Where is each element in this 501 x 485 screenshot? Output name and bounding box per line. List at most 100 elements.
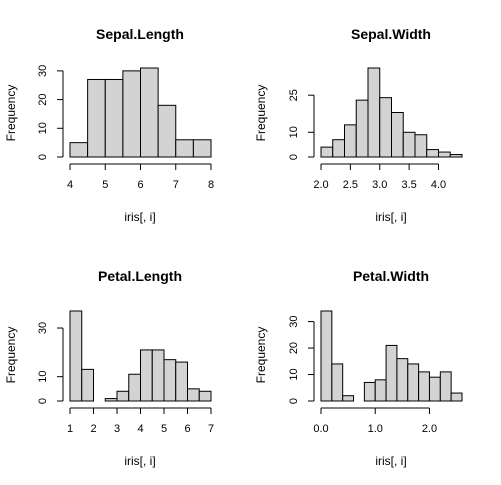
x-tick-label: 8	[208, 179, 214, 191]
histogram-bar	[367, 67, 381, 158]
histogram-bar	[428, 376, 441, 402]
bars	[69, 67, 212, 158]
x-tick-label: 1.0	[368, 423, 383, 435]
y-axis-label: Frequency	[4, 85, 18, 142]
histogram-bar	[414, 134, 428, 158]
x-tick-label: 4	[67, 179, 73, 191]
x-tick-label: 7	[208, 423, 214, 435]
x-tick-label: 4.0	[431, 179, 446, 191]
histogram-bar	[116, 390, 130, 402]
histogram-bar	[87, 78, 106, 158]
x-axis-label: iris[, i]	[124, 454, 155, 468]
x-tick-label: 3	[114, 423, 120, 435]
histogram-bar	[163, 359, 177, 402]
y-tick-label: 10	[37, 122, 49, 134]
histogram-bar	[439, 371, 452, 402]
y-axis-label: Frequency	[4, 327, 18, 384]
histogram-bar	[140, 67, 159, 158]
y-tick-label: 30	[37, 322, 49, 334]
y-axis: 0 10 20 30	[37, 65, 64, 160]
histogram-bar	[151, 349, 165, 402]
histogram-bar	[192, 139, 212, 158]
chart-title: Petal.Width	[353, 268, 429, 284]
histogram-bar	[355, 99, 369, 158]
histogram-bar	[187, 388, 200, 402]
y-tick-label: 0	[37, 398, 49, 404]
bars	[320, 310, 463, 402]
histogram-bar	[69, 310, 83, 402]
histogram-bar	[407, 363, 420, 402]
histogram-bar	[344, 124, 357, 158]
histogram-bar	[402, 131, 416, 158]
y-tick-label: 10	[37, 371, 49, 383]
x-tick-label: 2.5	[343, 179, 358, 191]
histogram-bar	[331, 363, 344, 402]
y-tick-label: 20	[288, 342, 300, 354]
x-tick-label: 2	[90, 423, 96, 435]
x-tick-label: 5	[102, 179, 108, 191]
histogram-bar	[385, 344, 398, 402]
x-tick-label: 3.0	[372, 179, 387, 191]
y-axis: 0 10 20 30	[288, 315, 315, 404]
x-axis-label: iris[, i]	[375, 210, 406, 224]
y-tick-label: 10	[288, 368, 300, 380]
y-tick-label: 30	[37, 65, 49, 77]
histogram-bar	[379, 97, 392, 158]
bars	[320, 67, 463, 158]
histogram-bar	[450, 392, 463, 402]
y-tick-label: 0	[288, 154, 300, 160]
histogram-bar	[320, 146, 334, 158]
x-tick-label: 2.0	[313, 179, 328, 191]
x-tick-label: 6	[184, 423, 190, 435]
histogram-bar	[438, 151, 451, 158]
x-tick-label: 2.0	[422, 423, 437, 435]
histogram-bar	[374, 379, 387, 402]
y-tick-label: 25	[288, 89, 300, 101]
y-tick-label: 30	[288, 315, 300, 327]
y-tick-label: 0	[37, 154, 49, 160]
x-axis-label: iris[, i]	[124, 210, 155, 224]
histogram-bar	[449, 154, 463, 158]
histogram-bar	[81, 368, 94, 402]
histogram-bar	[104, 398, 118, 402]
histogram-bar	[175, 139, 194, 158]
x-tick-label: 4	[137, 423, 143, 435]
x-tick-label: 6	[137, 179, 143, 191]
histogram-bar	[396, 358, 409, 402]
chart-title: Sepal.Width	[351, 26, 431, 42]
x-axis-label: iris[, i]	[375, 454, 406, 468]
histogram-bar	[426, 149, 439, 158]
panel-petal-width: Petal.Width iris[, i] Frequency 0.0 1.0 2.…	[254, 268, 463, 468]
x-tick-label: 1	[67, 423, 73, 435]
histogram-bar	[198, 390, 212, 402]
chart-title: Petal.Length	[98, 268, 182, 284]
histogram-bar	[391, 112, 404, 158]
histogram-bar	[122, 70, 142, 158]
histogram-bar	[342, 395, 355, 402]
x-tick-label: 7	[173, 179, 179, 191]
y-axis-label: Frequency	[254, 327, 268, 384]
panel-petal-length: Petal.Length iris[, i] Frequency 1 2 3 4 5 6 7…	[4, 268, 214, 468]
chart-title: Sepal.Length	[96, 26, 184, 42]
x-axis: 1 2 3 4 5 6 7	[67, 407, 214, 435]
y-axis-label: Frequency	[254, 85, 268, 142]
histogram-bar	[175, 361, 188, 402]
histogram-bar	[332, 139, 345, 158]
x-axis: 0.0 1.0 2.0	[313, 407, 437, 435]
histogram-bar	[157, 104, 177, 158]
y-axis: 0 10 30	[37, 322, 64, 404]
panel-sepal-width: Sepal.Width iris[, i] Frequency 2.0 2.5 3.…	[254, 26, 463, 224]
histogram-bar	[320, 310, 333, 402]
histogram-bar	[418, 371, 430, 402]
y-axis: 0 10 25	[288, 89, 315, 160]
y-tick-label: 0	[288, 398, 300, 404]
bars	[69, 310, 212, 402]
x-axis: 4 5 6 7 8	[67, 163, 214, 191]
histogram-bar	[104, 78, 124, 158]
histogram-bar	[140, 349, 153, 402]
y-tick-label: 20	[37, 93, 49, 105]
panel-sepal-length: Sepal.Length iris[, i] Frequency 4 5 6 7 8 0…	[4, 26, 214, 224]
x-axis: 2.0 2.5 3.0 3.5 4.0	[313, 163, 446, 191]
x-tick-label: 0.0	[313, 423, 328, 435]
